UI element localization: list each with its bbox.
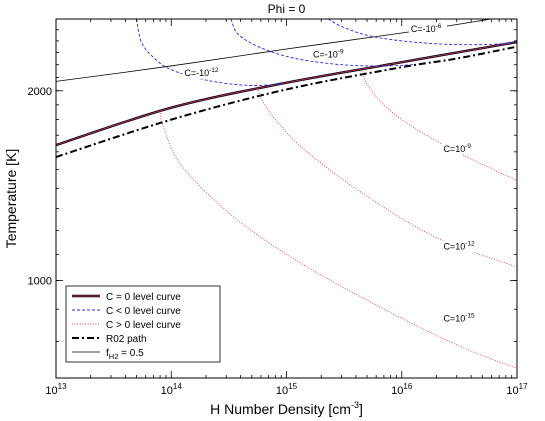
x-tick-label: 1013 [45,382,67,397]
y-tick-label: 1000 [28,275,52,287]
x-tick-exponent: 15 [288,382,297,391]
curve-label-exponent: -12 [209,67,219,74]
x-axis-label-text: H Number Density [cm [210,401,351,417]
legend-item: C > 0 level curve [72,320,181,331]
series-cneg1: C=-10-12 [136,19,284,86]
x-tick-base: 10 [45,385,57,397]
legend-item: C < 0 level curve [72,306,181,317]
legend-label: C < 0 level curve [106,306,181,317]
curve-label-exponent: -12 [465,240,475,247]
series-line-r02 [56,45,517,158]
x-tick-base: 10 [161,385,173,397]
legend-item: C = 0 level curve [72,292,181,303]
series-line-cneg2 [230,19,413,67]
series-r02 [56,45,517,158]
curve-label-cpos2: C=10-12 [443,240,475,251]
x-tick-exponent: 14 [173,382,182,391]
legend-label-text: C = 0 level curve [106,292,181,303]
curve-label-base: C=-10 [411,24,436,34]
series-line-cneg1 [136,19,284,86]
curve-label-base: C=-10 [184,68,209,78]
legend-item: R02 path [72,334,147,345]
curve-label-bg [182,67,221,80]
series-cpos3: C=10-15 [159,110,517,369]
legend: C = 0 level curve C < 0 level curve C > 0 … [65,285,221,363]
series-line-czero [56,40,517,147]
x-axis-label: H Number Density [cm-3] [210,400,363,417]
curve-label-cneg2: C=-10-9 [313,48,344,59]
curve-label-exponent: -15 [465,313,475,320]
curve-label-exponent: -9 [465,143,471,150]
legend-label-text: R02 path [106,334,147,345]
legend-label-text: C < 0 level curve [106,306,181,317]
legend-label: R02 path [106,334,147,345]
curve-label-cneg3: C=-10-6 [411,23,442,34]
x-tick-label: 1017 [506,382,528,397]
legend-label: C = 0 level curve [106,292,181,303]
curve-label-cpos1: C=10-9 [443,143,471,154]
legend-label-text: C > 0 level curve [106,320,181,331]
x-tick-exponent: 13 [58,382,67,391]
series-cpos1: C=10-9 [361,70,517,182]
curve-label-base: C=10 [443,241,465,251]
curve-label-bg [441,240,480,253]
x-tick-label: 1015 [276,382,298,397]
series-line-cpos1 [361,70,517,182]
series-line-czero [56,41,517,146]
x-tick-exponent: 16 [403,382,412,391]
x-axis-label-superscript: -3 [351,400,359,410]
curve-label-bg [408,22,447,35]
x-axis-label-close: ] [359,401,363,417]
series-cpos2: C=10-12 [256,82,517,268]
curve-label-bg [441,142,480,155]
series-line-cpos2 [256,82,517,268]
curve-label-base: C=-10 [313,49,338,59]
legend-label-text: f [106,348,109,359]
series-line-cpos3 [159,110,517,369]
series-cneg2: C=-10-9 [230,19,413,67]
series-line-cneg3 [327,19,517,46]
x-tick-base: 10 [276,385,288,397]
legend-label: C > 0 level curve [106,320,181,331]
curve-label-base: C=10 [443,144,465,154]
curve-label-cneg1: C=-10-12 [184,67,219,78]
curve-label-exponent: -6 [436,23,442,30]
plot-content: C=-10-12C=-10-9C=-10-6C=10-9C=10-12C=10-… [56,19,517,369]
legend-box [65,285,221,363]
chart-title: Phi = 0 [268,2,306,16]
series-czero [56,40,517,147]
series-cneg3: C=-10-6 [327,19,517,46]
curve-label-base: C=10 [443,314,465,324]
x-tick-label: 1014 [161,382,183,397]
x-tick-exponent: 17 [519,382,528,391]
curve-label-exponent: -9 [338,48,344,55]
x-tick-label: 1016 [391,382,413,397]
y-axis-label: Temperature [K] [3,149,19,249]
x-tick-base: 10 [391,385,403,397]
curve-label-bg [441,312,480,325]
curve-label-bg [311,48,350,61]
x-tick-base: 10 [506,385,518,397]
legend-label: fH2 = 0.5 [106,348,144,361]
curve-label-cpos3: C=10-15 [443,313,475,324]
legend-label-rest: = 0.5 [118,348,144,359]
legend-item: fH2 = 0.5 [72,348,144,361]
y-tick-label: 2000 [28,86,52,98]
legend-label-subscript: H2 [109,352,119,361]
